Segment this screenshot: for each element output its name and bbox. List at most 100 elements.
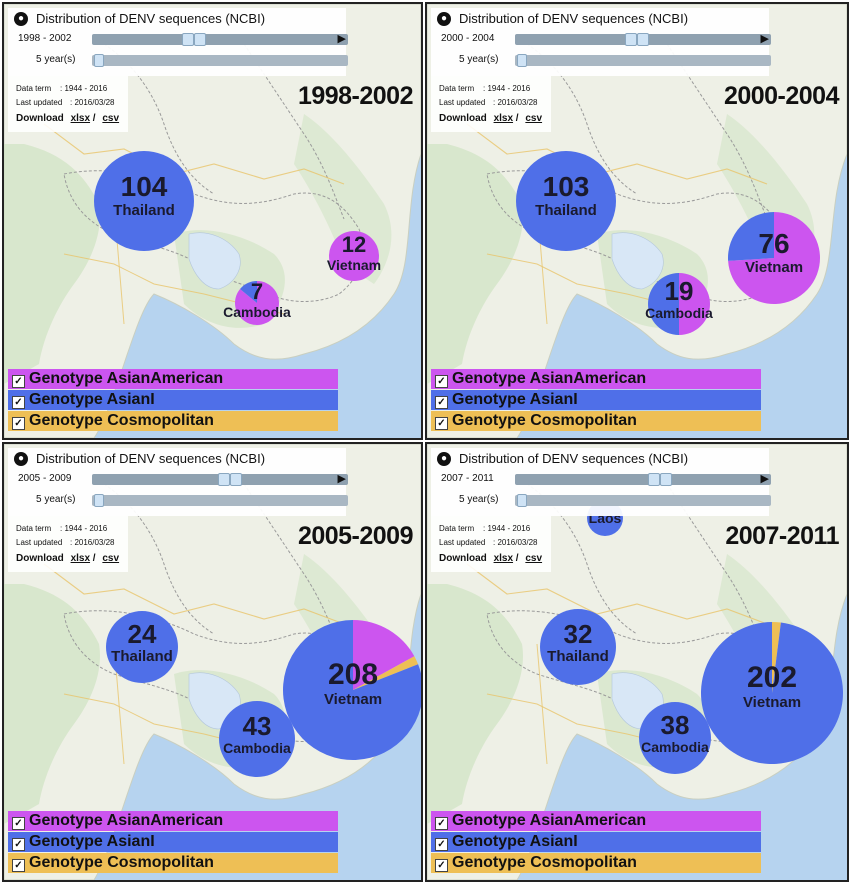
legend-item[interactable]: ✓ Genotype AsianAmerican: [8, 811, 338, 831]
legend-item[interactable]: ✓ Genotype AsianAmerican: [8, 369, 338, 389]
play-icon[interactable]: ▶: [337, 33, 346, 45]
window-slider-handle[interactable]: [94, 494, 104, 507]
period-slider-handle[interactable]: [625, 33, 637, 46]
legend-label: Genotype AsianAmerican: [29, 370, 224, 387]
pie-slice-cosmopolitan: [772, 622, 781, 693]
data-term-label: Data term: [439, 84, 475, 93]
legend-item[interactable]: ✓ Genotype AsianI: [431, 832, 761, 852]
checkbox-icon[interactable]: ✓: [12, 817, 25, 830]
bubble-cambodia[interactable]: [647, 272, 711, 336]
sequence-count: 19: [664, 276, 694, 306]
bubble-vietnam[interactable]: [328, 230, 380, 282]
download-csv-link[interactable]: csv: [102, 553, 120, 564]
pie-slice-asian_i: [648, 273, 679, 335]
bubble-vietnam[interactable]: [700, 621, 844, 765]
window-slider-handle[interactable]: [94, 54, 104, 67]
legend-item[interactable]: ✓ Genotype AsianAmerican: [431, 811, 761, 831]
period-slider-handle-2[interactable]: [230, 473, 242, 486]
checkbox-icon[interactable]: ✓: [435, 417, 448, 430]
period-slider[interactable]: [515, 473, 771, 486]
download-xlsx-link[interactable]: xlsx: [70, 553, 91, 564]
download-label: Download: [16, 113, 64, 124]
bubble-cambodia[interactable]: [234, 280, 280, 326]
pie-slice-asian_i: [283, 620, 421, 760]
bubble-vietnam[interactable]: [282, 619, 423, 761]
checkbox-icon[interactable]: ✓: [435, 838, 448, 851]
window-slider-handle[interactable]: [517, 54, 527, 67]
period-slider-handle[interactable]: [218, 473, 230, 486]
legend-label: Genotype AsianAmerican: [29, 812, 224, 829]
country-name: Thailand: [111, 648, 173, 665]
sequence-count: 104: [120, 171, 168, 202]
pie-slice-asian_i: [516, 151, 616, 251]
checkbox-icon[interactable]: ✓: [12, 417, 25, 430]
window-slider[interactable]: [515, 54, 771, 67]
period-slider[interactable]: [92, 473, 348, 486]
period-range: 2005 - 2009: [18, 473, 72, 484]
period-slider-handle[interactable]: [182, 33, 194, 46]
pie-slice-asian_american: [728, 212, 820, 304]
download-csv-link[interactable]: csv: [525, 113, 543, 124]
download-csv-link[interactable]: csv: [102, 113, 120, 124]
last-updated-value: : 2016/03/28: [70, 538, 115, 547]
window-slider-handle[interactable]: [517, 494, 527, 507]
download-xlsx-link[interactable]: xlsx: [493, 113, 514, 124]
legend-label: Genotype Cosmopolitan: [29, 854, 214, 871]
country-name: Vietnam: [742, 694, 802, 711]
checkbox-icon[interactable]: ✓: [12, 396, 25, 409]
bubble-cambodia[interactable]: [638, 701, 712, 775]
bubble-thailand[interactable]: [539, 608, 617, 686]
download-label: Download: [439, 113, 487, 124]
period-slider-handle-2[interactable]: [637, 33, 649, 46]
sequence-count: 103: [542, 171, 590, 202]
checkbox-icon[interactable]: ✓: [12, 859, 25, 872]
window-size: 5 year(s): [36, 494, 76, 505]
checkbox-icon[interactable]: ✓: [12, 375, 25, 388]
sequence-count: 32: [563, 619, 593, 649]
pie-slice-asian_i: [639, 702, 711, 774]
legend-item[interactable]: ✓ Genotype Cosmopolitan: [8, 853, 338, 873]
bubble-thailand[interactable]: [515, 150, 617, 252]
checkbox-icon[interactable]: ✓: [435, 859, 448, 872]
play-icon[interactable]: ▶: [760, 33, 769, 45]
checkbox-icon[interactable]: ✓: [435, 375, 448, 388]
download-csv-link[interactable]: csv: [525, 553, 543, 564]
bubble-cambodia[interactable]: [218, 700, 296, 778]
legend-item[interactable]: ✓ Genotype AsianI: [8, 390, 338, 410]
period-slider-handle-2[interactable]: [194, 33, 206, 46]
legend-item[interactable]: ✓ Genotype AsianI: [431, 390, 761, 410]
play-icon[interactable]: ▶: [760, 473, 769, 485]
country-name: Vietnam: [326, 257, 382, 273]
data-info: Data term : 1944 - 2016 Last updated : 2…: [8, 76, 128, 132]
pie-slice-asian_i: [106, 611, 178, 683]
window-slider[interactable]: [515, 494, 771, 507]
bubble-thailand[interactable]: [93, 150, 195, 252]
legend-item[interactable]: ✓ Genotype Cosmopolitan: [431, 411, 761, 431]
legend-label: Genotype AsianI: [452, 833, 578, 850]
checkbox-icon[interactable]: ✓: [12, 838, 25, 851]
map-background[interactable]: [4, 4, 421, 438]
bubble-thailand[interactable]: [105, 610, 179, 684]
window-slider[interactable]: [92, 54, 348, 67]
legend-label: Genotype AsianI: [29, 391, 155, 408]
period-slider[interactable]: [92, 33, 348, 46]
legend-label: Genotype AsianI: [29, 833, 155, 850]
pie-slice-asian_i: [701, 622, 843, 764]
download-label: Download: [439, 553, 487, 564]
legend-item[interactable]: ✓ Genotype Cosmopolitan: [431, 853, 761, 873]
period-slider-handle[interactable]: [648, 473, 660, 486]
download-xlsx-link[interactable]: xlsx: [70, 113, 91, 124]
period-slider[interactable]: [515, 33, 771, 46]
checkbox-icon[interactable]: ✓: [435, 396, 448, 409]
window-slider[interactable]: [92, 494, 348, 507]
download-xlsx-link[interactable]: xlsx: [493, 553, 514, 564]
legend-item[interactable]: ✓ Genotype AsianAmerican: [431, 369, 761, 389]
period-slider-handle-2[interactable]: [660, 473, 672, 486]
bubble-vietnam[interactable]: [727, 211, 821, 305]
legend-item[interactable]: ✓ Genotype Cosmopolitan: [8, 411, 338, 431]
checkbox-icon[interactable]: ✓: [435, 817, 448, 830]
year-range-label: 2005-2009: [297, 522, 414, 550]
last-updated-value: : 2016/03/28: [70, 98, 115, 107]
play-icon[interactable]: ▶: [337, 473, 346, 485]
legend-item[interactable]: ✓ Genotype AsianI: [8, 832, 338, 852]
